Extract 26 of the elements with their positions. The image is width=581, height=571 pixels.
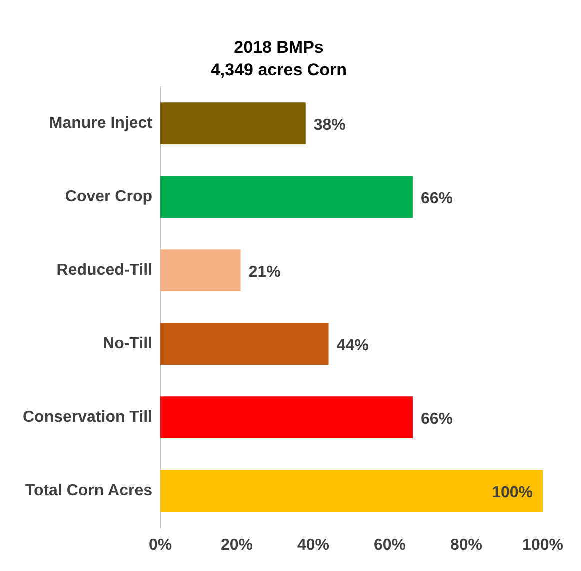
data-label: 21% [248, 264, 281, 281]
x-tick-label: 100% [522, 536, 564, 554]
y-tick-label: No-Till [103, 335, 153, 352]
x-tick-label: 20% [220, 536, 254, 554]
x-tick-label: 0% [148, 536, 172, 554]
data-label: 38% [314, 116, 346, 134]
y-tick-label: Manure Inject [49, 114, 154, 132]
x-tick-label: 40% [297, 536, 330, 554]
bar [160, 323, 329, 365]
bar [160, 470, 543, 512]
bar [160, 250, 241, 292]
y-tick-label: Reduced-Till [56, 262, 153, 279]
bar [160, 102, 306, 144]
chart-title: 2018 BMPs [234, 38, 324, 57]
data-label: 66% [420, 410, 453, 428]
data-label: 66% [420, 190, 453, 208]
x-tick-label: 80% [450, 536, 483, 554]
bar [160, 176, 413, 218]
x-tick-label: 60% [374, 536, 406, 554]
y-tick-label: Total Corn Acres [25, 482, 153, 500]
bar [160, 396, 413, 438]
chart-subtitle: 4,349 acres Corn [210, 60, 348, 80]
y-tick-label: Cover Crop [65, 188, 153, 206]
data-label: 100% [492, 484, 533, 502]
data-label: 44% [336, 337, 369, 354]
y-tick-label: Conservation Till [22, 408, 153, 426]
